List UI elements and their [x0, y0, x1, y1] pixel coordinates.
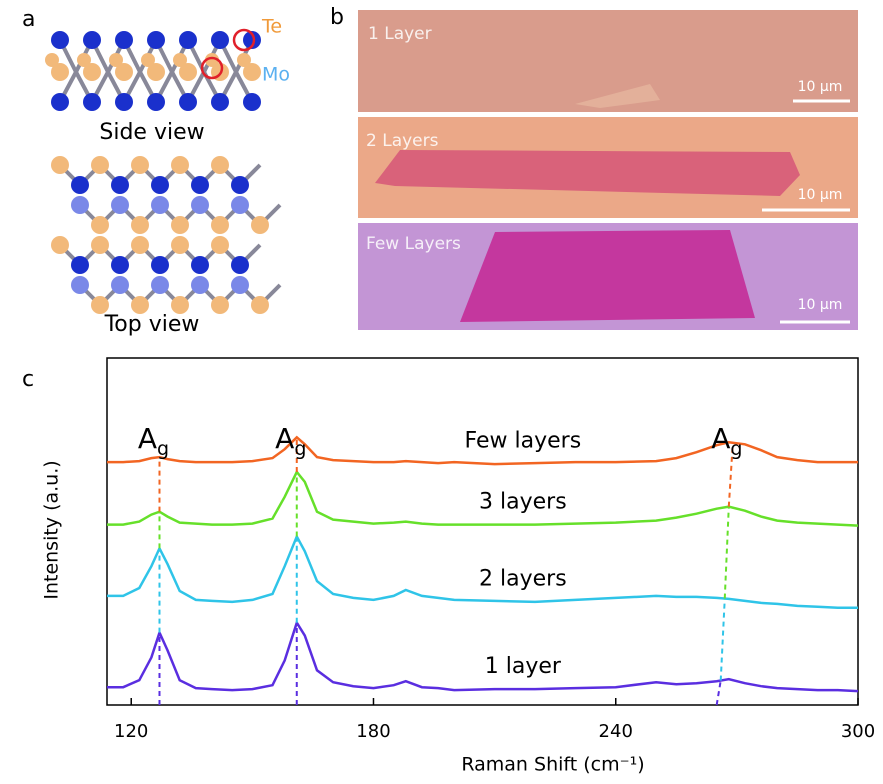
atom	[237, 53, 251, 67]
atom	[115, 31, 133, 49]
atom	[211, 93, 229, 111]
peak-label: Ag	[138, 422, 169, 460]
peak-label-sub: g	[294, 438, 306, 460]
atom	[147, 31, 165, 49]
panel-label: c	[22, 367, 34, 392]
atom	[51, 156, 69, 174]
atom	[91, 216, 109, 234]
atom	[141, 53, 155, 67]
atom	[211, 31, 229, 49]
atom	[211, 156, 229, 174]
atom	[83, 93, 101, 111]
peak-label-main: A	[275, 422, 294, 455]
atom	[71, 276, 89, 294]
atom	[71, 256, 89, 274]
atom	[91, 236, 109, 254]
x-tick-label: 240	[599, 721, 633, 742]
x-tick-label: 300	[841, 721, 875, 742]
atom	[211, 216, 229, 234]
x-tick-label: 120	[114, 721, 148, 742]
atom	[171, 236, 189, 254]
side-view-caption: Side view	[99, 120, 204, 145]
atom	[131, 216, 149, 234]
mo-label: Mo	[262, 64, 290, 86]
atom	[191, 176, 209, 194]
series-label: 1 layer	[485, 654, 562, 679]
atom	[111, 196, 129, 214]
atom	[151, 176, 169, 194]
atom	[91, 156, 109, 174]
peak-label: Ag	[711, 422, 742, 460]
series-label: 3 layers	[479, 490, 567, 515]
scale-label: 10 μm	[798, 79, 843, 95]
atom	[191, 256, 209, 274]
atom	[231, 176, 249, 194]
scale-label: 10 μm	[798, 187, 843, 203]
atom	[171, 156, 189, 174]
y-axis-label: Intensity (a.u.)	[41, 460, 63, 599]
atom	[109, 53, 123, 67]
atom	[151, 276, 169, 294]
peak-label-main: A	[138, 422, 157, 455]
x-axis-label: Raman Shift (cm⁻¹)	[461, 754, 644, 776]
peak-label-main: A	[711, 422, 730, 455]
peak-label-sub: g	[157, 438, 169, 460]
peak-label: Ag	[275, 422, 306, 460]
atom	[71, 196, 89, 214]
scale-label: 10 μm	[798, 297, 843, 313]
atom	[211, 236, 229, 254]
image-title: 2 Layers	[366, 131, 439, 151]
atom	[71, 176, 89, 194]
image-title: Few Layers	[366, 234, 461, 254]
peak-line	[721, 599, 725, 681]
micrograph: Few Layers 10 μm	[358, 223, 858, 330]
micrograph: 1 Layer 10 μm	[358, 10, 858, 112]
atom	[191, 276, 209, 294]
atom	[51, 31, 69, 49]
atom	[231, 196, 249, 214]
series-label: 2 layers	[479, 567, 567, 592]
spectrum	[107, 623, 858, 691]
atom	[179, 31, 197, 49]
atom	[45, 53, 59, 67]
atom	[131, 236, 149, 254]
panel-label: a	[22, 7, 35, 32]
peak-line	[725, 507, 729, 599]
image-title: 1 Layer	[368, 24, 432, 44]
atom	[171, 216, 189, 234]
atom	[251, 296, 269, 314]
atom	[151, 196, 169, 214]
atom	[51, 93, 69, 111]
te-label: Te	[261, 16, 282, 38]
micrograph: 2 Layers 10 μm	[358, 117, 858, 218]
atom	[173, 53, 187, 67]
atom	[151, 256, 169, 274]
atom	[243, 93, 261, 111]
crystal-structure	[45, 30, 280, 314]
atom	[111, 256, 129, 274]
atom	[131, 156, 149, 174]
peak-line	[717, 681, 721, 705]
atom	[111, 176, 129, 194]
atom	[231, 276, 249, 294]
atom	[179, 93, 197, 111]
atom	[51, 236, 69, 254]
figure: a Te Mo Side view Top view b 1 Layer 10 …	[0, 0, 883, 784]
atom	[251, 216, 269, 234]
atom	[211, 296, 229, 314]
series-label: Few layers	[465, 428, 582, 453]
plot-frame	[107, 358, 858, 705]
panel-label: b	[330, 5, 344, 30]
atom	[115, 93, 133, 111]
atom	[77, 53, 91, 67]
atom	[191, 196, 209, 214]
top-view-caption: Top view	[104, 312, 200, 337]
peak-label-sub: g	[730, 438, 742, 460]
atom	[111, 276, 129, 294]
atom	[147, 93, 165, 111]
atom	[83, 31, 101, 49]
x-tick-label: 180	[356, 721, 390, 742]
atom	[231, 256, 249, 274]
